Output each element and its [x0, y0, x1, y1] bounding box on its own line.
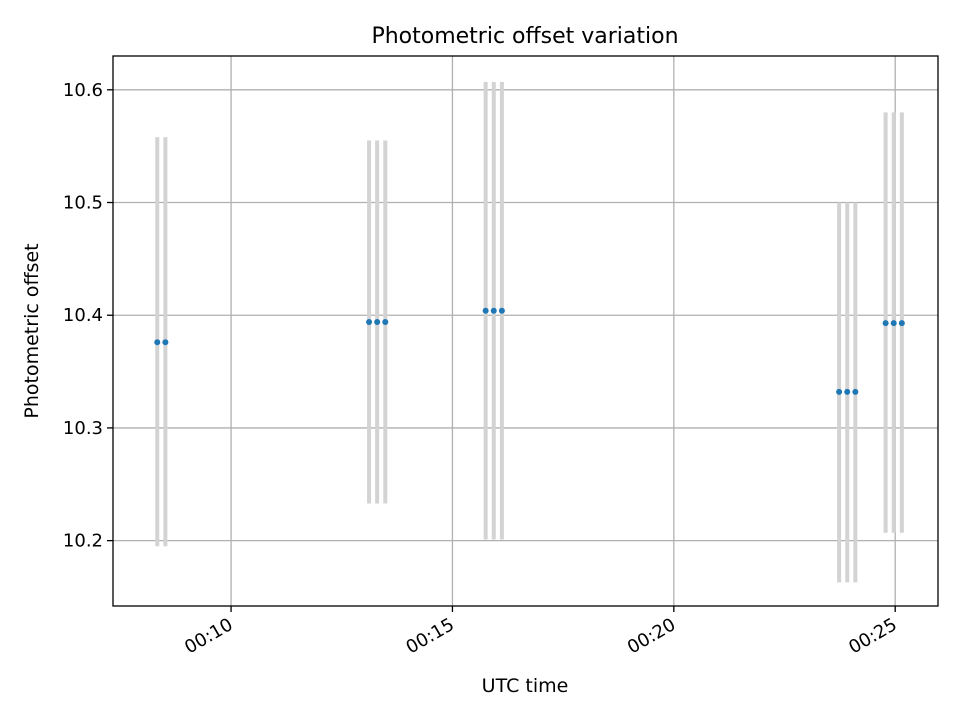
- data-point: [498, 307, 505, 314]
- y-tick-label: 10.3: [63, 418, 103, 439]
- plot-frame: [112, 55, 939, 607]
- y-tick-label: 10.2: [63, 531, 103, 552]
- data-point: [890, 320, 897, 327]
- y-ticks: 10.2 10.3 10.4 10.5 10.6: [63, 80, 113, 552]
- data-point: [844, 388, 851, 395]
- grid: [113, 56, 938, 606]
- y-tick-label: 10.5: [63, 193, 103, 214]
- data-point: [490, 307, 497, 314]
- data-point: [154, 339, 161, 346]
- data-point: [382, 318, 389, 325]
- data-point: [366, 318, 373, 325]
- data-points: [154, 307, 905, 395]
- data-point: [898, 320, 905, 327]
- y-axis-label: Photometric offset: [21, 243, 43, 418]
- data-point: [882, 320, 889, 327]
- data-point: [852, 388, 859, 395]
- x-axis-label: UTC time: [482, 675, 569, 697]
- data-point: [374, 318, 381, 325]
- y-tick-label: 10.6: [63, 80, 103, 101]
- chart-title: Photometric offset variation: [371, 24, 678, 49]
- y-tick-label: 10.4: [63, 305, 103, 326]
- data-point: [162, 339, 169, 346]
- data-point: [836, 388, 843, 395]
- data-point: [482, 307, 489, 314]
